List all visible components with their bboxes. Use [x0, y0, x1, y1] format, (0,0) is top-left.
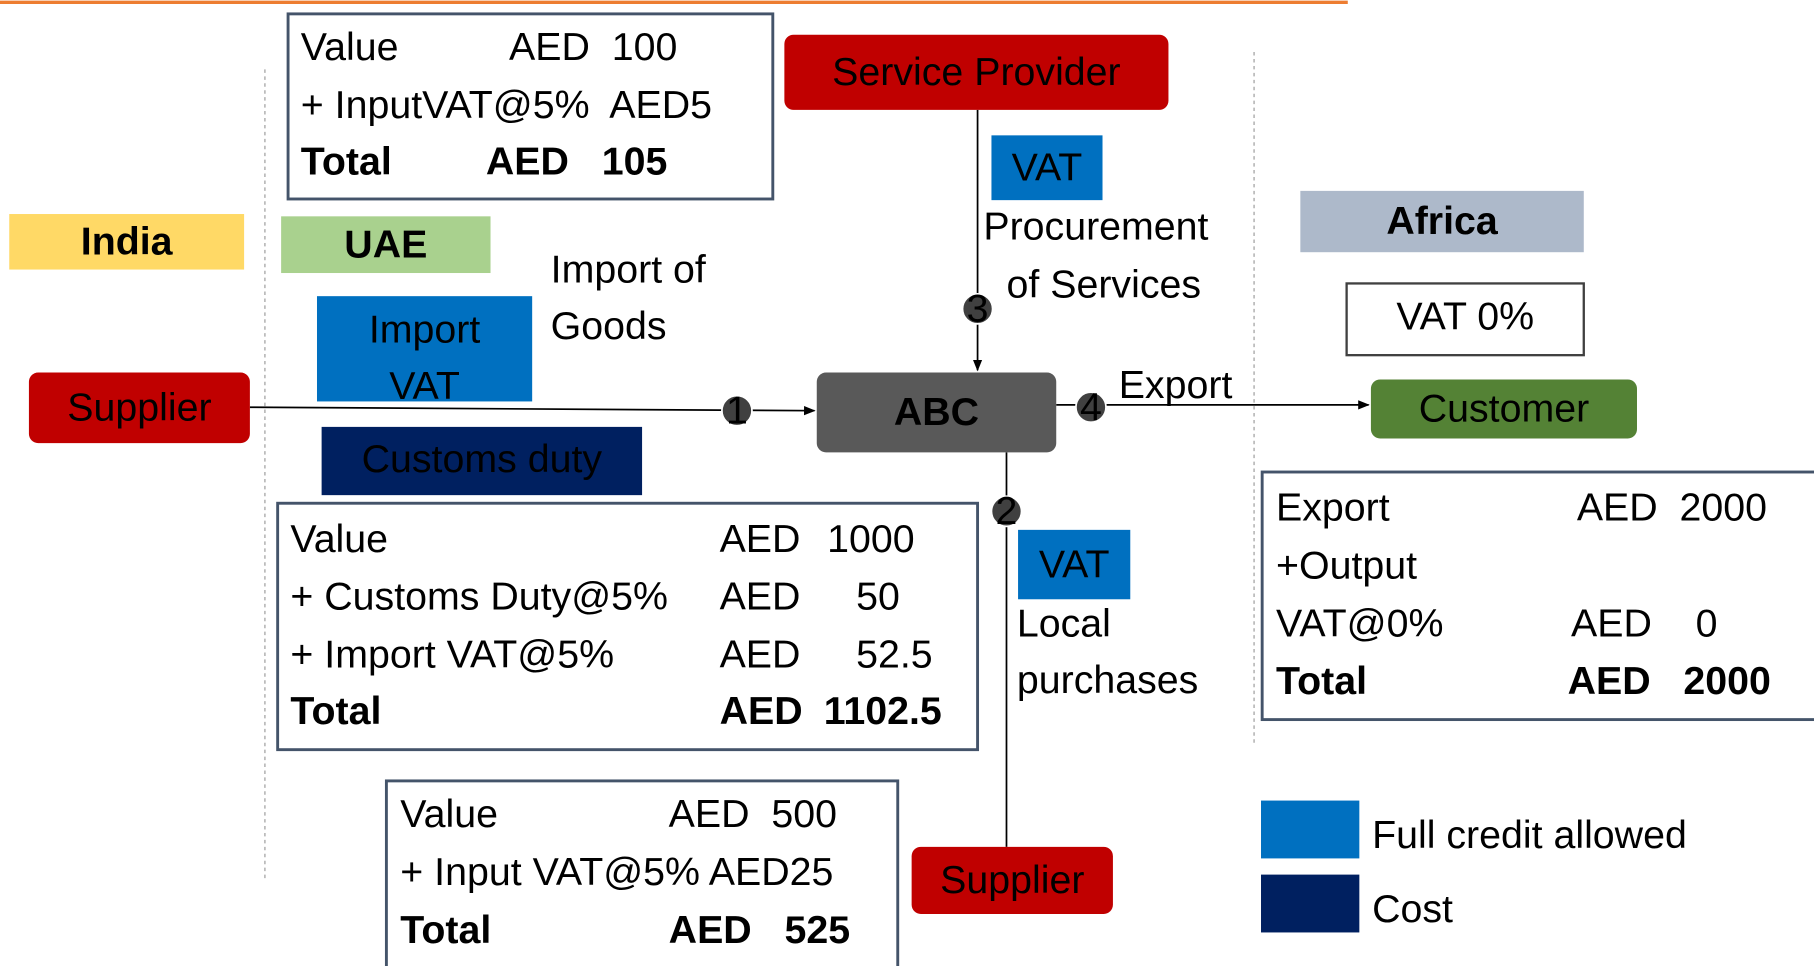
node-box [911, 846, 1113, 914]
legend-label: Full credit allowed [1372, 813, 1687, 857]
flow-label: Local [1017, 601, 1111, 645]
flow-label: of Services [1006, 262, 1201, 306]
region-label: India [81, 219, 174, 263]
box-cell: +Output [1276, 543, 1417, 587]
region-label-bg [1300, 190, 1584, 253]
tag-label: VAT [1012, 145, 1083, 189]
tag-box [991, 135, 1103, 201]
box-cell: 52.5 [856, 633, 933, 677]
step-marker [721, 394, 753, 427]
box-cell: Export [1276, 486, 1390, 530]
box-cell: AED [720, 633, 801, 677]
legend-swatch [1261, 874, 1360, 933]
box-cell: AED 2000 [1577, 486, 1767, 530]
box-cell: + Input VAT@5% AED25 [400, 850, 833, 894]
region-label-bg [281, 216, 491, 274]
box-cell: Total [1276, 659, 1367, 703]
node-label: Supplier [940, 858, 1084, 902]
value-box [384, 779, 900, 966]
box-cell: AED [720, 517, 801, 561]
node-label: Customer [1419, 387, 1589, 431]
box-cell: Total [290, 689, 381, 733]
node-box [816, 372, 1057, 453]
node-label: Service Provider [832, 50, 1121, 94]
box-cell: AED 2000 [1568, 659, 1771, 703]
box-cell: AED [720, 575, 801, 619]
node-label: ABC [894, 390, 979, 434]
box-cell: 1000 [827, 517, 914, 561]
box-cell: AED [720, 689, 803, 733]
step-number: 2 [996, 489, 1018, 533]
box-cell: AED 0 [1571, 601, 1717, 645]
tag-box [316, 296, 533, 402]
box-cell: Total [400, 908, 491, 952]
box-cell: AED 100 [509, 25, 677, 69]
box-cell: VAT@0% [1276, 601, 1443, 645]
box-cell: + Import VAT@5% [290, 633, 614, 677]
legend-label: Cost [1372, 887, 1453, 931]
node-box [28, 372, 250, 444]
box-cell: + InputVAT@5% AED5 [301, 83, 712, 127]
flow-label: Goods [551, 304, 667, 348]
step-number: 3 [967, 287, 989, 331]
region-label-bg [9, 214, 245, 270]
step-number: 1 [726, 388, 748, 432]
flow-label: purchases [1017, 658, 1198, 702]
tag-box [321, 426, 643, 496]
value-box [1260, 470, 1814, 722]
box-cell: Value [290, 517, 388, 561]
step-marker [1075, 391, 1107, 424]
box-cell: Total [301, 140, 392, 184]
tag-box [1018, 529, 1131, 600]
tag-box [1345, 282, 1585, 357]
box-cell: 50 [856, 575, 900, 619]
node-box [784, 34, 1169, 110]
flow-label: Export [1119, 363, 1233, 407]
flow-label: Import of [551, 247, 706, 291]
region-label: UAE [344, 222, 427, 266]
value-box [286, 12, 775, 201]
box-cell: + Customs Duty@5% [290, 575, 668, 619]
box-cell: AED 525 [669, 908, 850, 952]
region-label: Africa [1386, 199, 1499, 243]
tag-label: VAT [1039, 542, 1110, 586]
box-cell: AED 500 [669, 792, 837, 836]
node-box [1370, 379, 1637, 439]
box-cell: Value [400, 792, 498, 836]
box-cell: 1102.5 [824, 689, 942, 733]
tag-label: Customs duty [362, 437, 603, 481]
box-cell: Value [301, 25, 399, 69]
tag-label: Import [369, 307, 481, 351]
step-marker [961, 292, 994, 325]
tag-label: VAT [389, 364, 460, 408]
tag-label: VAT 0% [1396, 295, 1534, 339]
node-label: Supplier [67, 386, 211, 430]
box-cell: AED 105 [486, 140, 667, 184]
flow-arrow [249, 406, 816, 416]
flow-label: Procurement [983, 204, 1208, 248]
step-marker [990, 495, 1023, 528]
value-box [276, 501, 980, 752]
step-number: 4 [1080, 385, 1102, 429]
legend-swatch [1261, 800, 1360, 859]
